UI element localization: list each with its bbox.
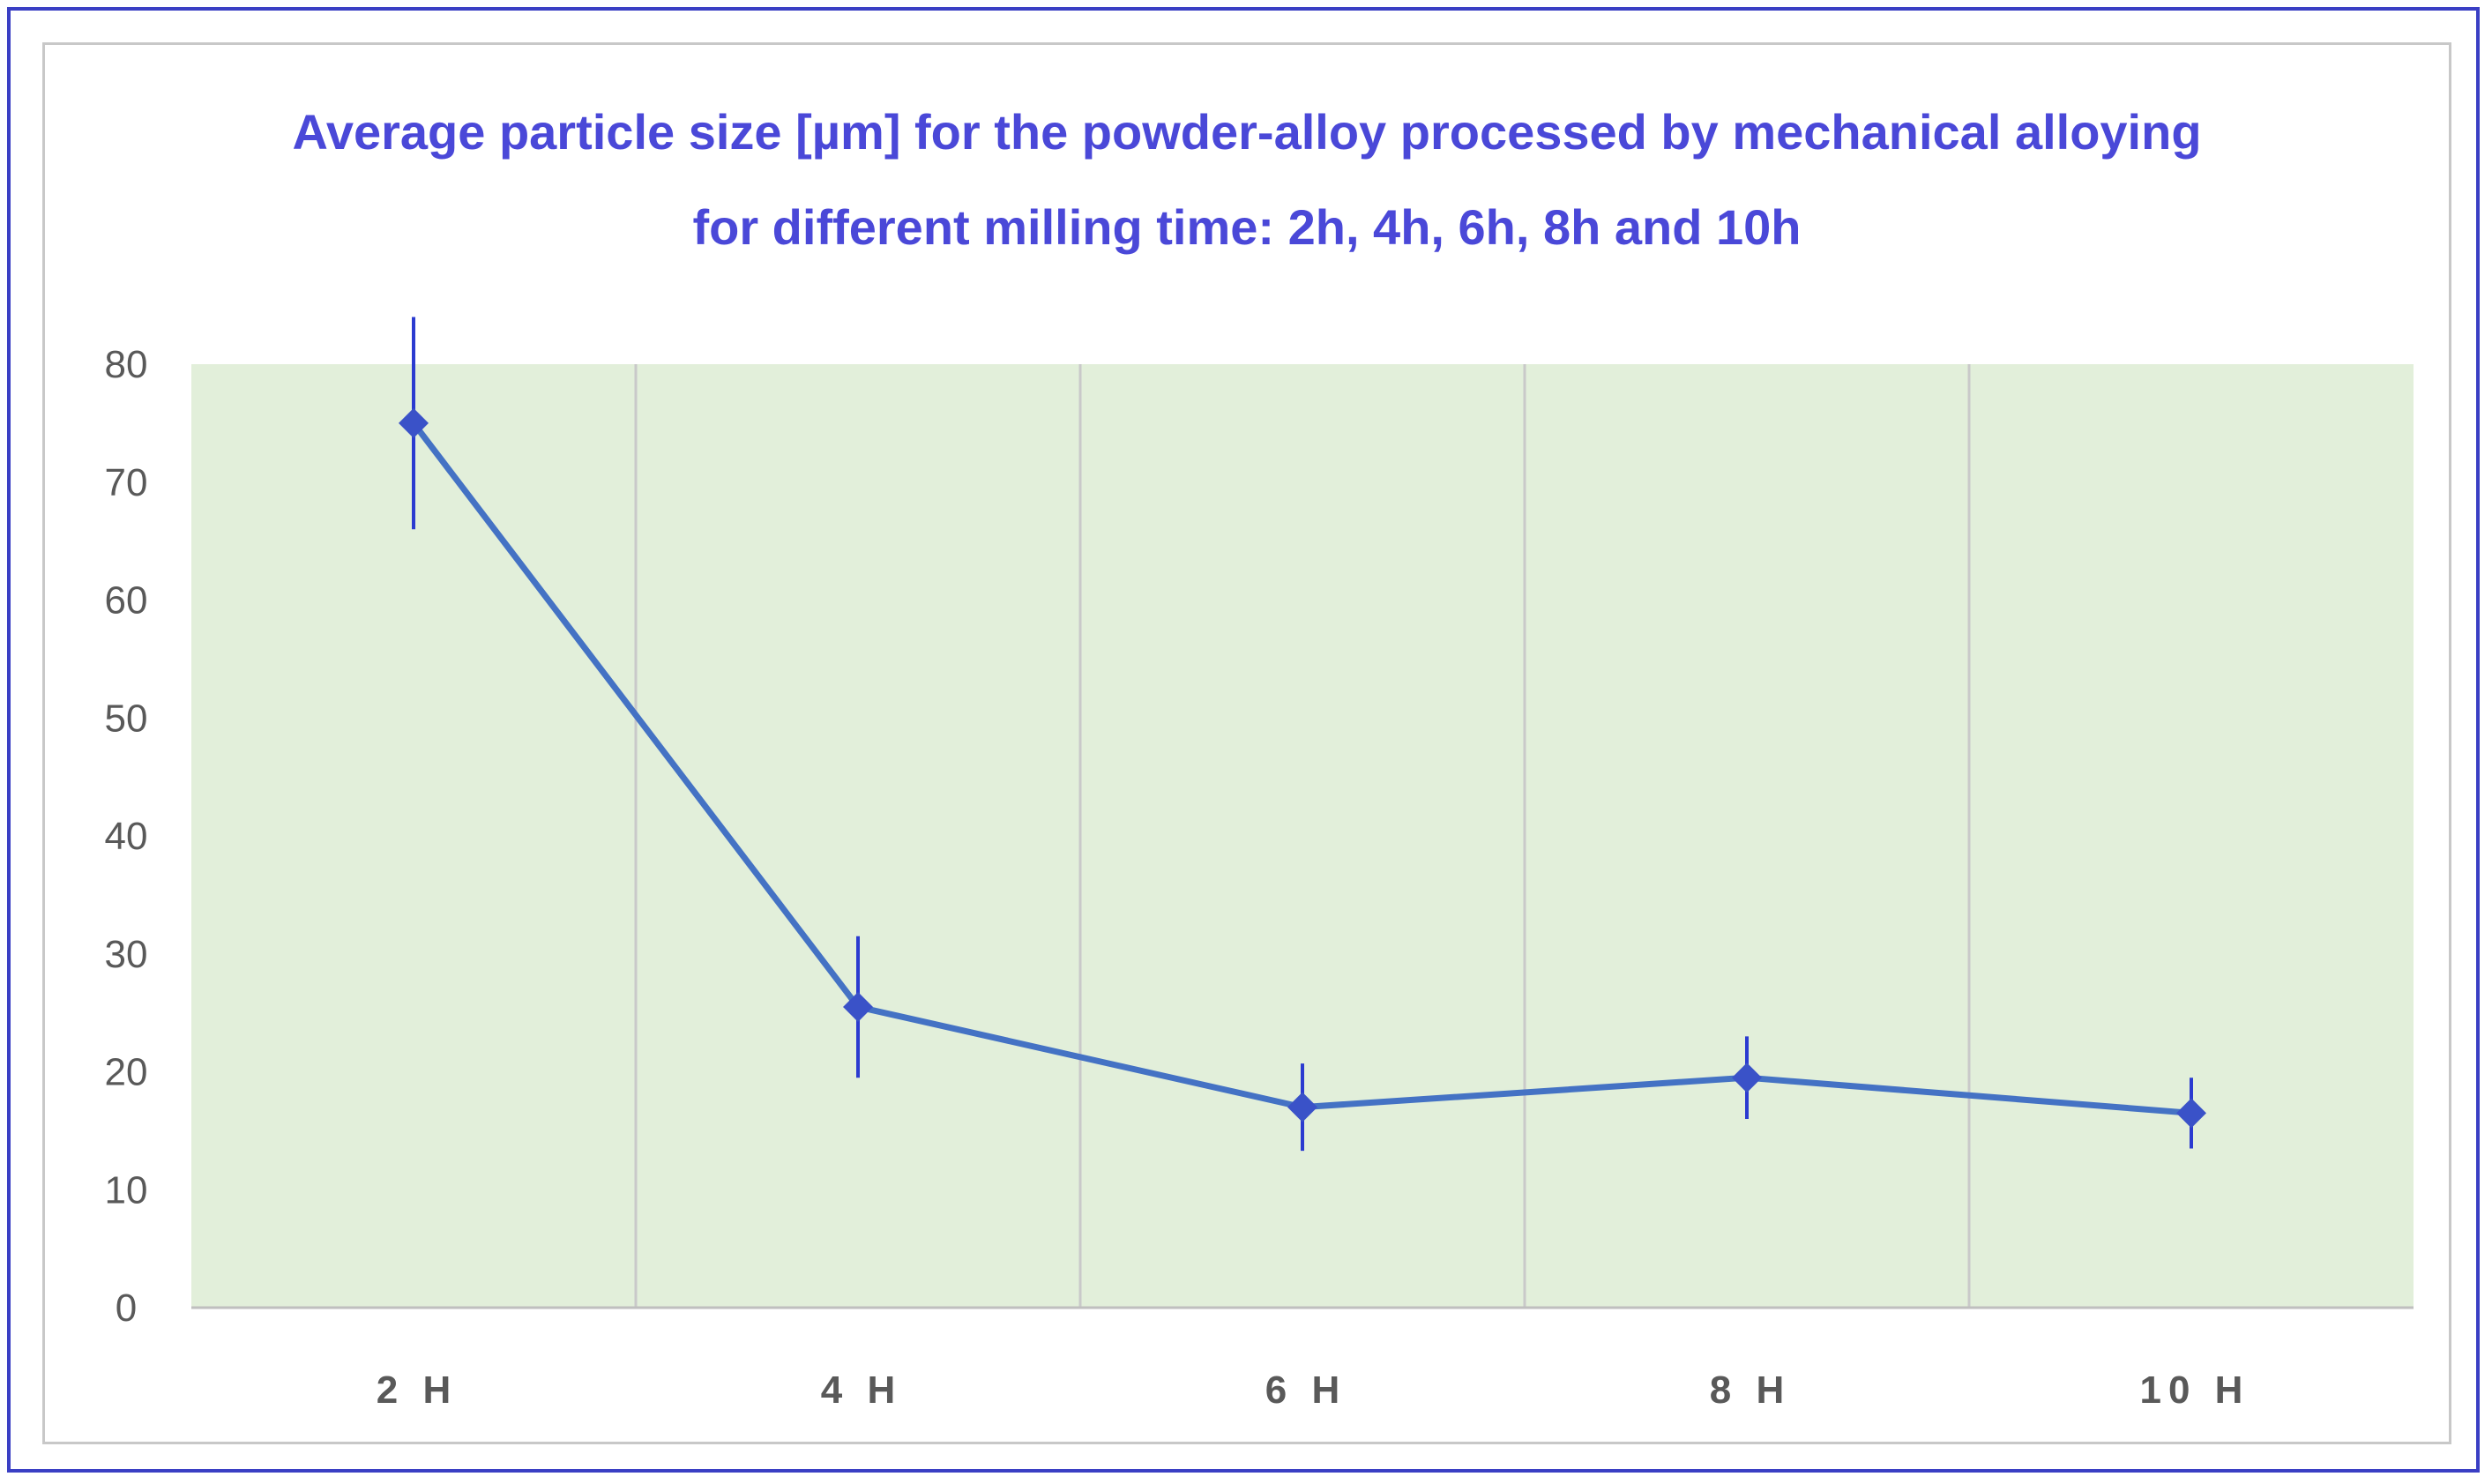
y-tick-label: 80 — [105, 343, 148, 386]
y-tick-label: 20 — [105, 1051, 148, 1094]
data-point-marker — [1732, 1063, 1762, 1093]
chart-title-line-1: Average particle size [µm] for the powde… — [292, 104, 2201, 160]
data-point-marker — [1287, 1092, 1317, 1122]
y-tick-label: 10 — [105, 1168, 148, 1212]
plot-area: 0 10 20 30 40 50 60 70 80 2 H 4 H 6 H 8 H 10 H — [105, 317, 2414, 1412]
y-tick-label: 60 — [105, 579, 148, 623]
chart-title-line-2: for different milling time: 2h, 4h, 6h, … — [692, 199, 1801, 255]
y-tick-label: 70 — [105, 461, 148, 504]
line-chart: Average particle size [µm] for the powde… — [105, 104, 2414, 1412]
y-tick-label: 40 — [105, 815, 148, 858]
plot-background — [191, 364, 2414, 1308]
data-point-marker — [843, 991, 873, 1022]
data-point-marker — [2176, 1098, 2206, 1129]
chart-frame: Average particle size [µm] for the powde… — [7, 7, 2480, 1473]
chart-area: Average particle size [µm] for the powde… — [42, 42, 2451, 1444]
x-tick-label: 8 H — [1710, 1368, 1791, 1412]
x-tick-label: 10 H — [2140, 1368, 2250, 1412]
data-point-marker — [399, 407, 429, 438]
y-tick-label: 50 — [105, 697, 148, 740]
y-tick-label: 30 — [105, 933, 148, 976]
x-tick-label: 4 H — [821, 1368, 902, 1412]
y-tick-label: 0 — [116, 1286, 137, 1330]
x-tick-label: 6 H — [1265, 1368, 1347, 1412]
x-tick-label: 2 H — [377, 1368, 458, 1412]
